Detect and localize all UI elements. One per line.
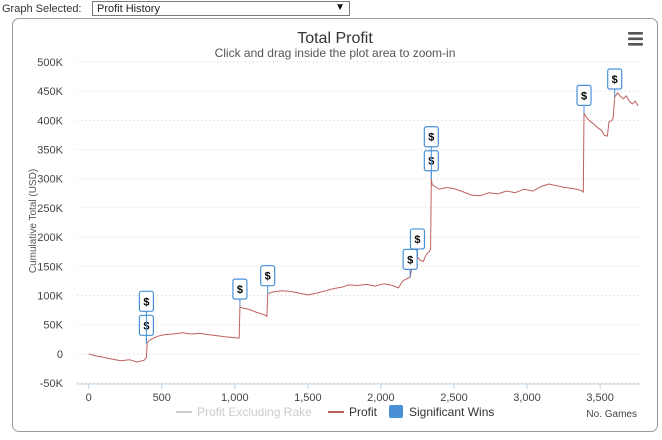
chart-title: Total Profit (297, 30, 373, 47)
legend-item-significant-wins[interactable]: Significant Wins (389, 405, 494, 419)
flag-label: $ (612, 74, 618, 86)
legend-item-profit[interactable]: Profit (328, 405, 378, 419)
significant-win-flag[interactable]: $ (576, 84, 592, 114)
significant-win-flag[interactable]: $ (423, 126, 439, 179)
chart-container: -50K 0 50K 100K 150K 200K 250K 300K 350K 400K 450K… (12, 18, 658, 432)
graph-select-value: Profit History (97, 3, 160, 15)
flag-label: $ (265, 271, 271, 283)
y-tick-label: -50K (40, 378, 64, 390)
x-tick-label: 0 (86, 392, 92, 404)
significant-win-flag[interactable]: $ (607, 68, 623, 98)
legend-label-profit: Profit (349, 405, 378, 419)
x-tick-label: 2,500 (440, 392, 468, 404)
x-tick-label: 3,500 (586, 392, 614, 404)
profit-chart[interactable]: -50K 0 50K 100K 150K 200K 250K 300K 350K 400K 450K… (13, 19, 657, 431)
legend-label-profit-excluding-rake: Profit Excluding Rake (197, 405, 312, 419)
y-tick-label: 400K (37, 115, 63, 127)
series-layer (88, 92, 639, 363)
y-tick-label: 500K (37, 57, 63, 69)
significant-win-flag[interactable]: $ (232, 278, 248, 308)
y-tick-label: 250K (37, 203, 63, 215)
flag-label: $ (428, 132, 434, 144)
graph-select-dropdown[interactable]: Profit History ▼ (92, 1, 350, 16)
y-tick-label: 300K (37, 174, 63, 186)
y-tick-label: 350K (37, 145, 63, 157)
flag-label: $ (143, 296, 149, 308)
significant-win-flag[interactable]: $ (402, 248, 418, 278)
y-axis-ticks: -50K 0 50K 100K 150K 200K 250K 300K 350K 400K 450K… (37, 57, 63, 390)
x-tick-label: 500 (153, 392, 171, 404)
legend-label-significant-wins: Significant Wins (409, 405, 494, 419)
y-tick-label: 100K (37, 290, 63, 302)
legend-item-profit-excluding-rake[interactable]: Profit Excluding Rake (176, 405, 312, 419)
menu-icon[interactable] (628, 32, 643, 46)
y-tick-label: 0 (57, 349, 63, 361)
x-axis-label: No. Games (586, 409, 637, 420)
flag-label: $ (581, 90, 587, 102)
graph-selector-bar: Graph Selected: Profit History ▼ (0, 0, 662, 18)
significant-wins-flags: $$$$$$$$$$ (138, 68, 623, 344)
flag-label: $ (414, 234, 420, 246)
flag-label: $ (407, 254, 413, 266)
significant-win-flag[interactable]: $ (409, 228, 426, 257)
x-tick-label: 1,000 (221, 392, 249, 404)
x-axis-ticks: 0 500 1,000 1,500 2,000 2,500 3,000 3,500 (86, 384, 614, 404)
x-tick-label: 3,000 (513, 392, 541, 404)
x-tick-label: 1,500 (294, 392, 322, 404)
graph-selected-label: Graph Selected: (2, 3, 82, 15)
profit-line[interactable] (88, 92, 639, 363)
y-tick-label: 200K (37, 232, 63, 244)
y-axis-label: Cumulative Total (USD) (28, 169, 39, 273)
significant-win-flag[interactable]: $ (260, 265, 276, 294)
x-tick-label: 2,000 (367, 392, 395, 404)
y-tick-label: 450K (37, 86, 63, 98)
chart-subtitle: Click and drag inside the plot area to z… (215, 46, 456, 60)
dropdown-arrow-icon: ▼ (335, 2, 345, 13)
y-tick-label: 50K (43, 320, 63, 332)
flag-label: $ (237, 284, 243, 296)
y-tick-label: 150K (37, 261, 63, 273)
significant-win-flag[interactable]: $ (138, 290, 155, 344)
legend: Profit Excluding Rake Profit Significant… (176, 405, 494, 419)
